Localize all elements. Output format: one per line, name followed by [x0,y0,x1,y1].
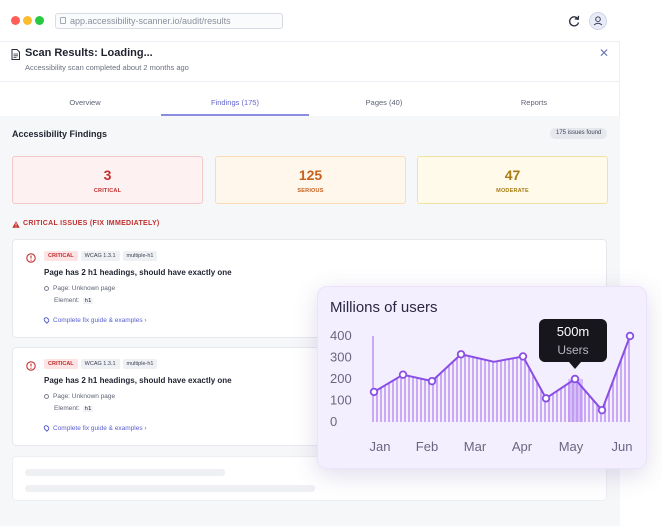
alert-circle-icon [26,253,36,263]
issue-title: Page has 2 h1 headings, should have exac… [44,268,232,277]
tooltip-box [539,319,607,362]
users-chart-card: Millions of users 400 300 200 100 0 Jan Feb Mar… [317,286,647,469]
url-text: app.accessibility-scanner.io/audit/resul… [70,16,231,26]
serious-count: 125 [298,167,323,183]
lock-icon [60,17,66,24]
y-tick-label: 300 [330,350,352,365]
severity-tag: CRITICAL [44,251,78,261]
globe-icon [44,393,49,399]
warning-icon [12,221,20,228]
serious-label: SERIOUS [297,188,324,194]
tab-findings[interactable]: Findings (175) [161,82,309,116]
issue-element: Element: h1 [54,405,94,412]
issue-title: Page has 2 h1 headings, should have exac… [44,376,232,385]
x-tick-label: Apr [512,439,533,454]
rule-tag: multiple-h1 [122,251,158,261]
y-tick-label: 200 [330,371,352,386]
minimize-window-button[interactable] [23,16,32,25]
element-code: h1 [82,298,94,304]
x-tick-label: Feb [416,439,438,454]
tab-pages[interactable]: Pages (40) [365,98,403,107]
fix-guide-link[interactable]: Complete fix guide & examples › [42,316,147,325]
highlight-band [568,379,583,422]
issue-tags: CRITICAL WCAG 1.3.1 multiple-h1 [44,251,160,261]
moderate-label: MODERATE [496,188,529,194]
tab-overview[interactable]: Overview [69,98,101,107]
globe-icon [44,285,49,291]
data-point [518,352,528,361]
data-point [456,350,466,359]
data-point [570,374,580,384]
refresh-icon[interactable] [567,14,581,28]
critical-stat-card[interactable]: 3 CRITICAL [12,156,203,204]
wcag-tag: WCAG 1.3.1 [80,251,120,261]
y-tick-label: 100 [330,393,352,408]
x-tick-label: Jan [370,439,391,454]
rule-tag: multiple-h1 [122,359,158,369]
wcag-tag: WCAG 1.3.1 [80,359,120,369]
close-icon[interactable]: ✕ [598,46,610,60]
chart-title: Millions of users [330,299,438,316]
element-code: h1 [82,406,94,412]
critical-count: 3 [103,167,112,183]
tab-bar: Overview Findings (175) Pages (40) Repor… [0,82,620,116]
account-icon[interactable] [589,12,607,30]
page-title: Scan Results: Loading... [25,47,153,59]
critical-section-heading: CRITICAL ISSUES (FIX IMMEDIATELY) [23,220,160,227]
x-tick-label: May [559,439,584,454]
data-point [625,331,635,341]
series-line [373,335,631,412]
page-subtitle: Accessibility scan completed about 2 mon… [25,63,189,72]
pin-icon [42,316,51,325]
issues-count-badge: 175 issues found [550,128,608,139]
title-bar: app.accessibility-scanner.io/audit/resul… [0,0,620,42]
critical-label: CRITICAL [93,188,122,194]
issue-tags: CRITICAL WCAG 1.3.1 multiple-h1 [44,359,160,369]
users-line-chart: 400 300 200 100 0 Jan Feb Mar Apr May Jun 500m Users [330,319,635,454]
pin-icon [42,424,51,433]
maximize-window-button[interactable] [35,16,44,25]
moderate-stat-card[interactable]: 47 MODERATE [417,156,608,204]
issue-page: Page: Unknown page [44,393,115,400]
x-tick-label: Jun [612,439,633,454]
data-point [427,376,437,386]
severity-tag: CRITICAL [44,359,78,369]
data-point [398,370,408,379]
skeleton-line [25,485,315,492]
page-header: Scan Results: Loading... Accessibility s… [0,42,620,82]
issue-page: Page: Unknown page [44,285,115,292]
x-tick-label: Mar [464,439,487,454]
data-point [369,387,379,397]
fix-guide-link[interactable]: Complete fix guide & examples › [42,424,147,433]
moderate-count: 47 [504,167,521,183]
close-window-button[interactable] [11,16,20,25]
y-tick-label: 0 [330,414,337,429]
data-point [597,405,607,415]
tooltip-pointer [569,362,581,369]
data-point [541,394,551,403]
address-bar[interactable]: app.accessibility-scanner.io/audit/resul… [55,13,283,29]
tooltip-value: 500m [557,324,590,339]
tooltip-label: Users [557,343,588,357]
document-icon [11,49,20,60]
alert-circle-icon [26,361,36,371]
serious-stat-card[interactable]: 125 SERIOUS [215,156,406,204]
tab-reports[interactable]: Reports [520,98,548,107]
findings-title: Accessibility Findings [12,129,108,139]
y-tick-label: 400 [330,328,352,343]
issue-element: Element: h1 [54,297,94,304]
skeleton-line [25,469,225,476]
